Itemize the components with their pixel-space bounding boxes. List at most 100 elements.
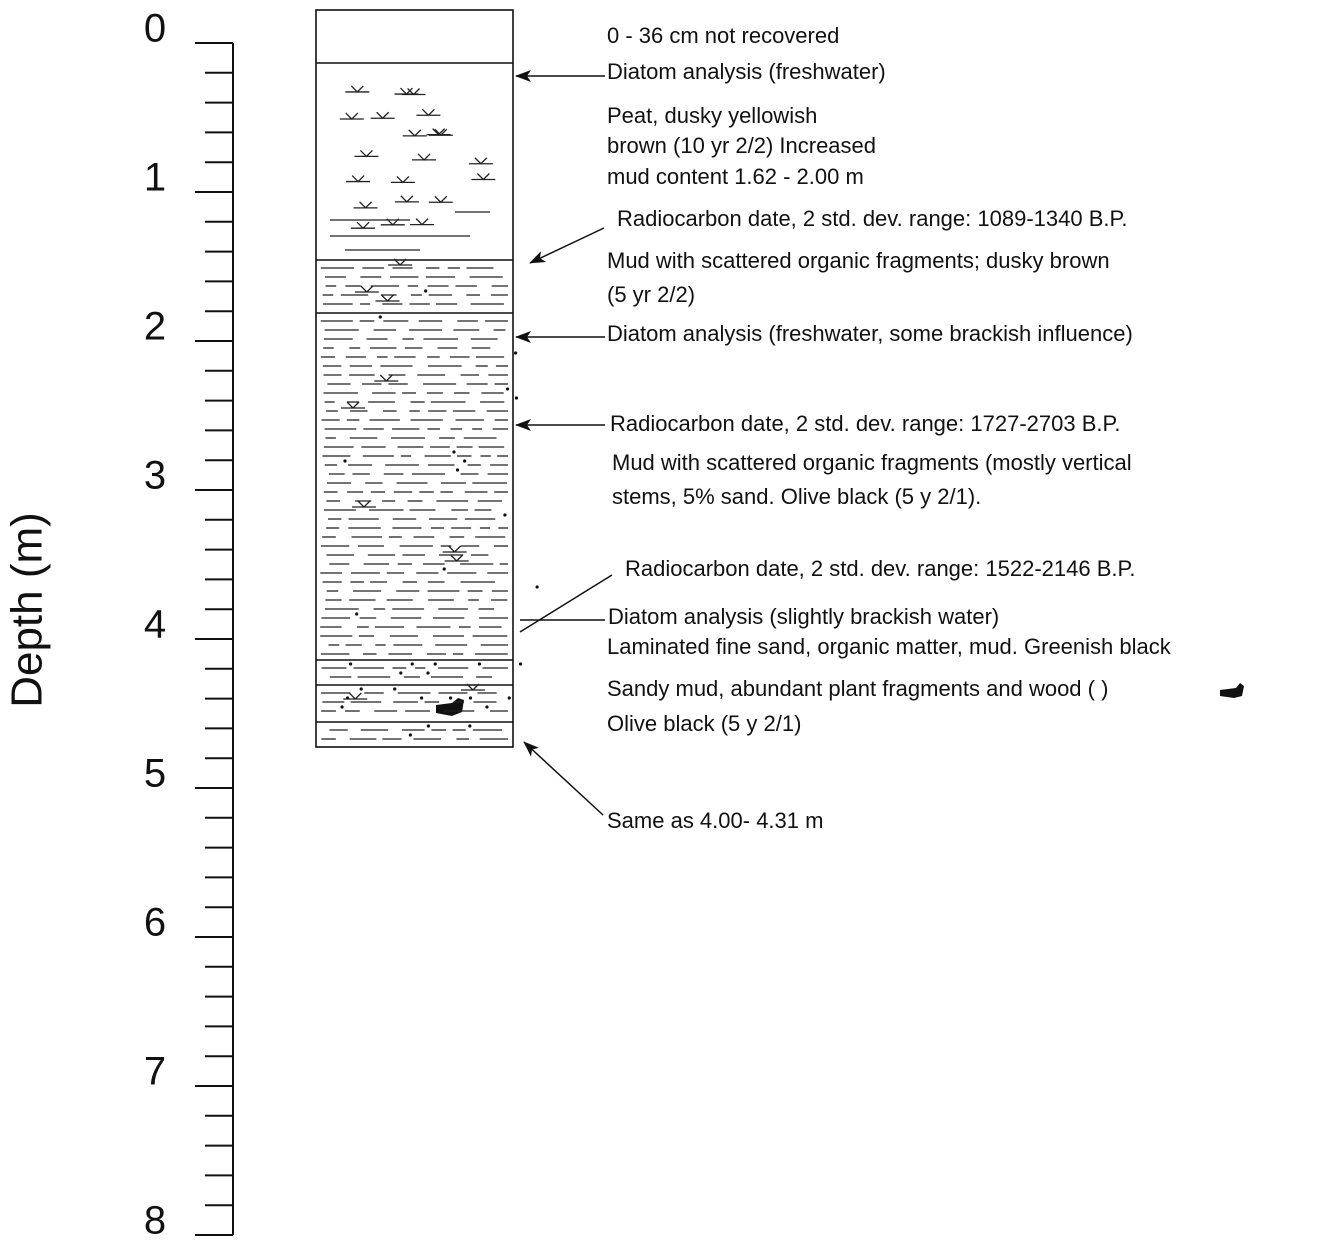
sand-dot <box>518 662 523 666</box>
peat-symbol <box>394 195 419 203</box>
core-column <box>315 9 539 748</box>
peat-symbol <box>412 153 437 161</box>
sand-dot <box>426 724 431 728</box>
sand-dot <box>378 315 382 319</box>
peat-symbol <box>380 218 405 226</box>
note: Diatom analysis (slightly brackish water… <box>608 604 999 629</box>
sand-dot <box>452 450 456 454</box>
note: Mud with scattered organic fragments (mo… <box>612 450 1132 475</box>
tick-label: 3 <box>144 454 166 498</box>
sand-dot <box>455 468 460 472</box>
peat-symbol <box>428 128 453 137</box>
peat-symbol <box>468 157 493 165</box>
peat-symbol <box>471 173 496 181</box>
wood-symbol <box>436 698 464 716</box>
depth-axis: 0 1 2 3 4 5 6 7 8 <box>144 7 234 1243</box>
note: Same as 4.00- 4.31 m <box>607 808 823 833</box>
peat-symbol <box>374 374 399 382</box>
peat-symbol <box>351 221 376 230</box>
peat-symbol <box>428 195 453 204</box>
peat-symbol <box>354 149 379 158</box>
peat-symbol <box>390 175 415 184</box>
sand-dot <box>514 351 518 355</box>
sand-dot <box>463 459 467 463</box>
note: 0 - 36 cm not recovered <box>607 23 839 48</box>
peat-symbol <box>394 87 419 95</box>
peat-symbol <box>370 111 395 120</box>
peat-symbol <box>402 129 427 137</box>
peat-symbol <box>343 692 368 700</box>
leader-line <box>519 574 613 633</box>
note: Radiocarbon date, 2 std. dev. range: 172… <box>610 411 1120 436</box>
sand-dot <box>477 662 482 666</box>
peat-symbol <box>410 218 435 226</box>
note: Diatom analysis (freshwater, some bracki… <box>607 321 1133 346</box>
core-outline <box>315 9 514 748</box>
sand-dot <box>424 289 428 293</box>
note: stems, 5% sand. Olive black (5 y 2/1). <box>612 484 981 509</box>
peat-symbol <box>345 85 370 93</box>
peat-symbol <box>351 500 376 508</box>
sand-dot <box>399 671 403 675</box>
note: Diatom analysis (freshwater) <box>607 59 886 84</box>
peat-symbol <box>346 175 371 183</box>
tick-label: 1 <box>144 156 166 200</box>
peat-symbol <box>444 554 469 562</box>
tick-label: 0 <box>144 7 166 51</box>
note: Peat, dusky yellowish <box>607 103 817 128</box>
peat-symbol <box>354 285 379 293</box>
note: Mud with scattered organic fragments; du… <box>607 248 1110 273</box>
sand-dot <box>433 662 437 666</box>
note: Olive black (5 y 2/1) <box>607 711 801 736</box>
note: Sandy mud, abundant plant fragments and … <box>607 676 1108 701</box>
note: brown (10 yr 2/2) Increased <box>607 133 876 158</box>
sand-dot <box>359 687 363 691</box>
tick-label: 8 <box>144 1199 166 1243</box>
sand-dot <box>485 705 489 709</box>
wood-symbol <box>1220 683 1244 698</box>
leaders <box>515 70 1244 816</box>
note: (5 yr 2/2) <box>607 282 695 307</box>
sand-dot <box>503 513 507 517</box>
annotations: 0 - 36 cm not recovered Diatom analysis … <box>607 23 1172 833</box>
peat-symbol <box>339 112 364 120</box>
tick-label: 2 <box>144 305 166 349</box>
sand-dot <box>505 387 510 391</box>
peat-symbol <box>388 258 413 266</box>
note: Radiocarbon date, 2 std. dev. range: 108… <box>617 206 1127 231</box>
tick-label: 4 <box>144 603 166 647</box>
sand-dot <box>514 396 519 400</box>
sand-dot <box>408 733 412 737</box>
peat-symbol <box>460 683 485 691</box>
sand-dot <box>468 724 472 728</box>
sand-dot <box>420 696 424 700</box>
tick-label: 5 <box>144 752 166 796</box>
sand-dot <box>507 696 511 700</box>
peat-symbol <box>416 108 441 117</box>
sand-dot <box>426 671 430 675</box>
sand-dot <box>442 567 446 571</box>
sand-dot <box>340 705 344 709</box>
peat-symbol <box>353 201 378 209</box>
peat-symbol <box>375 294 400 302</box>
sand-dot <box>355 612 359 616</box>
peat-symbol <box>341 401 366 409</box>
note: mud content 1.62 - 2.00 m <box>607 164 864 189</box>
arrow <box>529 227 605 264</box>
sand-dot <box>448 696 453 700</box>
note: Laminated fine sand, organic matter, mud… <box>607 634 1172 659</box>
tick-label: 7 <box>144 1050 166 1094</box>
tick-label: 6 <box>144 901 166 945</box>
sand-dot <box>348 662 353 666</box>
peat-symbol <box>426 128 451 136</box>
sand-dot <box>468 696 473 700</box>
sand-dot <box>410 662 414 666</box>
sand-dot <box>535 585 539 589</box>
note: Radiocarbon date, 2 std. dev. range: 152… <box>625 556 1135 581</box>
peat-symbol <box>442 545 467 553</box>
sand-dot <box>343 459 347 463</box>
sand-dot <box>393 687 397 691</box>
arrow <box>523 741 604 816</box>
axis-title: Depth (m) <box>3 512 52 708</box>
